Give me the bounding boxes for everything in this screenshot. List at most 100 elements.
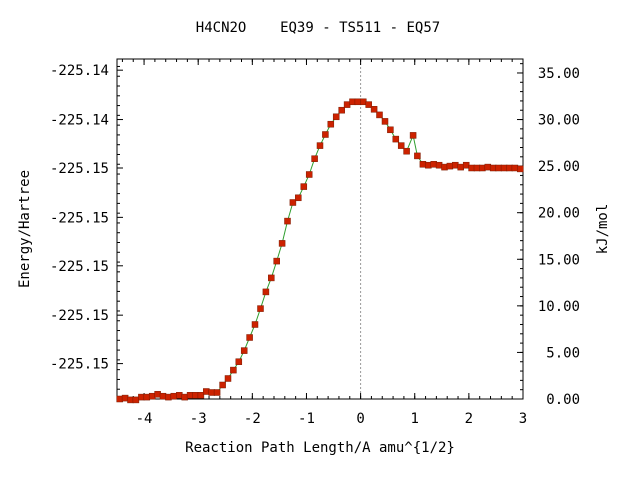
data-point-marker	[295, 194, 302, 202]
left-tick-label: -225.14	[50, 63, 109, 79]
left-tick-label: -225.15	[50, 161, 109, 177]
right-axis-ticks: 35.00 30.00 25.00 20.00 15.00 10.00 5.00 0.00	[517, 63, 580, 408]
data-point-marker	[170, 392, 178, 400]
left-tick-label: -225.15	[50, 259, 109, 275]
data-point-marker	[289, 199, 297, 206]
energy-series-markers	[116, 98, 524, 404]
x-tick-label: -2	[244, 411, 261, 427]
data-point-marker	[495, 164, 502, 172]
data-point-marker	[311, 155, 318, 162]
data-point-marker	[322, 131, 329, 138]
data-point-marker	[343, 101, 351, 108]
data-point-marker	[273, 257, 280, 265]
data-point-marker	[165, 393, 172, 401]
data-point-marker	[452, 161, 459, 169]
right-tick-label: 20.00	[538, 206, 580, 222]
data-point-marker	[305, 171, 313, 178]
data-point-marker	[132, 396, 140, 404]
right-tick-label: 35.00	[538, 66, 580, 82]
data-point-marker	[479, 164, 486, 172]
data-point-marker	[506, 164, 513, 172]
data-point-marker	[278, 240, 286, 247]
data-point-marker	[397, 142, 405, 149]
chart-title: H4CN2O EQ39 - TS511 - EQ57	[196, 20, 440, 36]
data-point-marker	[360, 98, 367, 106]
data-point-marker	[176, 392, 183, 399]
data-point-marker	[489, 164, 497, 172]
data-point-marker	[468, 164, 475, 172]
data-point-marker	[354, 98, 362, 106]
data-point-marker	[446, 162, 454, 170]
data-point-marker	[159, 392, 167, 400]
x-tick-label: 3	[519, 411, 527, 427]
right-tick-label: 10.00	[538, 299, 580, 315]
data-point-marker	[138, 393, 145, 401]
right-tick-label: 15.00	[538, 252, 580, 268]
data-point-marker	[219, 381, 226, 389]
data-point-marker	[473, 164, 481, 172]
data-point-marker	[181, 393, 188, 401]
data-point-marker	[300, 183, 308, 190]
plot-area-frame	[116, 58, 524, 400]
data-point-marker	[235, 358, 243, 365]
right-tick-label: 0.00	[546, 392, 580, 408]
data-point-marker	[327, 120, 335, 128]
data-point-marker	[268, 274, 275, 282]
x-tick-label: 1	[411, 411, 419, 427]
right-tick-label: 25.00	[538, 159, 580, 175]
data-point-marker	[154, 391, 161, 398]
data-point-marker	[116, 395, 123, 403]
left-axis-title: Energy/Hartree	[17, 170, 33, 288]
data-point-marker	[257, 305, 264, 312]
data-point-marker	[203, 388, 210, 395]
data-point-marker	[381, 118, 389, 125]
data-point-marker	[284, 217, 291, 225]
data-point-marker	[224, 375, 232, 382]
data-point-marker	[387, 126, 394, 134]
data-point-marker	[376, 111, 383, 119]
left-tick-label: -225.15	[50, 357, 109, 373]
data-point-marker	[143, 393, 151, 401]
data-point-marker	[197, 392, 205, 399]
data-point-marker	[414, 152, 421, 160]
data-point-marker	[338, 106, 345, 114]
data-point-marker	[127, 396, 134, 404]
data-point-marker	[409, 132, 417, 139]
x-tick-label: -1	[298, 411, 315, 427]
right-tick-label: 30.00	[538, 113, 580, 129]
data-point-marker	[192, 392, 199, 399]
x-tick-label: 2	[465, 411, 473, 427]
data-point-marker	[251, 321, 259, 328]
x-axis-ticks: -4 -3 -2 -1 0 1 2 3	[121, 59, 527, 427]
data-point-marker	[484, 163, 492, 171]
data-point-marker	[425, 161, 432, 169]
data-point-marker	[430, 161, 437, 168]
left-tick-label: -225.14	[50, 113, 109, 129]
left-tick-label: -225.15	[50, 210, 109, 226]
data-point-marker	[349, 98, 356, 106]
right-tick-label: 5.00	[546, 345, 580, 361]
x-tick-label: 0	[356, 411, 364, 427]
data-point-marker	[208, 389, 215, 396]
data-point-marker	[457, 163, 464, 171]
data-point-marker	[230, 366, 237, 374]
data-point-marker	[316, 142, 324, 149]
data-point-marker	[365, 101, 372, 108]
right-axis-title: kJ/mol	[595, 204, 611, 255]
left-axis-ticks: -225.14 -225.14 -225.15 -225.15 -225.15 -225.…	[50, 63, 123, 400]
data-point-marker	[500, 164, 508, 172]
x-axis-title: Reaction Path Length/A amu^{1/2}	[185, 440, 455, 456]
data-point-marker	[240, 347, 248, 354]
left-tick-label: -225.15	[50, 308, 109, 324]
data-point-marker	[186, 392, 194, 399]
data-point-marker	[517, 165, 524, 173]
data-point-marker	[435, 161, 443, 169]
data-point-marker	[441, 163, 448, 171]
data-point-marker	[511, 164, 519, 172]
data-point-marker	[148, 392, 156, 400]
data-point-marker	[419, 161, 427, 168]
data-point-marker	[370, 106, 378, 113]
data-point-marker	[246, 334, 253, 341]
x-tick-label: -4	[136, 411, 153, 427]
data-point-marker	[392, 135, 400, 143]
